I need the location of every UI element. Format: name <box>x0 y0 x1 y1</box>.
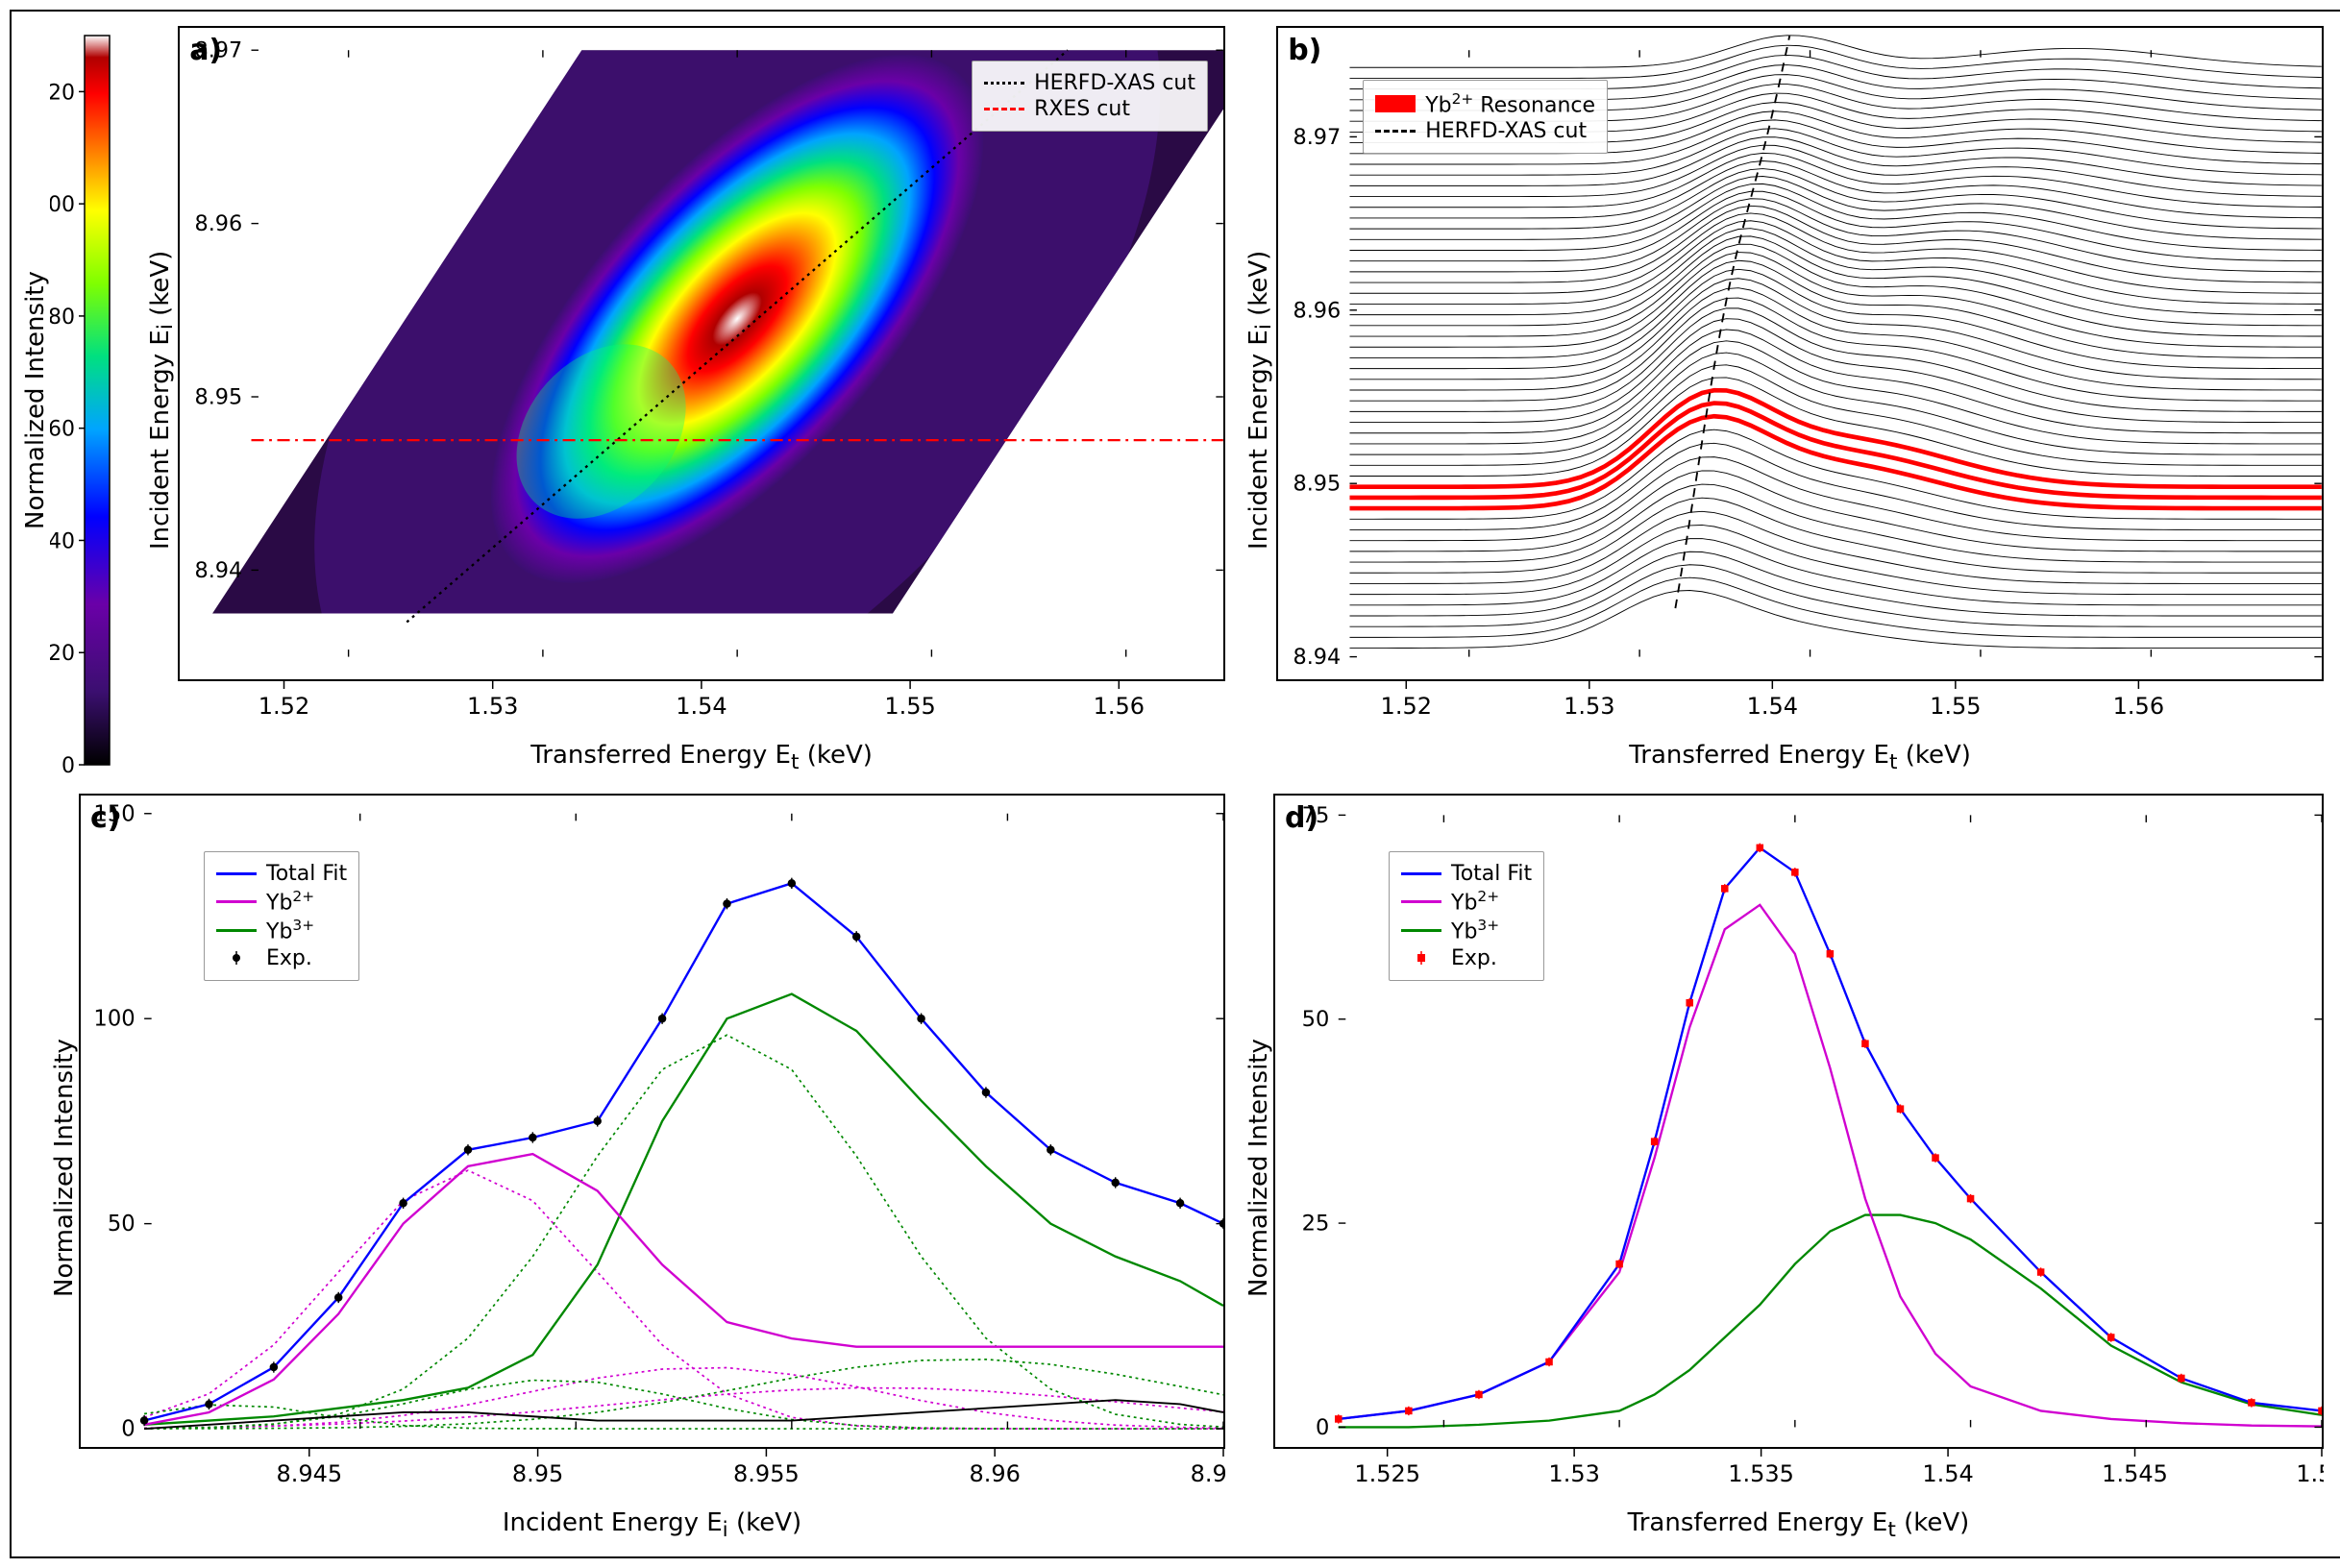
svg-text:8.97: 8.97 <box>1293 125 1342 150</box>
panel-c-ylabel: Normalized Intensity <box>50 794 79 1542</box>
svg-text:1.55: 1.55 <box>2296 1460 2324 1487</box>
svg-text:1.55: 1.55 <box>885 693 936 720</box>
panel-c-xlabel: Incident Energy Ei (keV) <box>79 1508 1225 1542</box>
svg-text:1.53: 1.53 <box>467 693 518 720</box>
svg-text:1.53: 1.53 <box>1548 1460 1599 1487</box>
svg-text:8.94: 8.94 <box>1293 645 1342 670</box>
panel-a: Incident Energy Ei (keV) a) 8.94 8.95 8.96… <box>146 26 1225 774</box>
svg-text:80: 80 <box>50 306 75 330</box>
panel-d-ylabel: Normalized Intensity <box>1244 794 1273 1542</box>
svg-text:50: 50 <box>1302 1007 1330 1032</box>
panel-d-legend: Total FitYb2+Yb3+Exp. <box>1389 851 1544 981</box>
panel-c-legend: Total FitYb2+Yb3+Exp. <box>204 851 359 981</box>
panel-c-xticks: 8.945 8.95 8.955 8.96 8.965 <box>79 1449 1225 1508</box>
svg-text:1.525: 1.525 <box>1354 1460 1420 1487</box>
panel-d-xlabel: Transferred Energy Et (keV) <box>1273 1508 2324 1542</box>
svg-text:120: 120 <box>50 81 75 105</box>
svg-text:1.53: 1.53 <box>1564 693 1614 720</box>
panel-c-tag: c) <box>90 801 121 835</box>
svg-text:40: 40 <box>50 529 75 553</box>
svg-text:50: 50 <box>108 1212 135 1237</box>
panel-b-tag: b) <box>1288 34 1321 67</box>
svg-text:8.95: 8.95 <box>1293 472 1342 497</box>
svg-text:8.95: 8.95 <box>512 1460 563 1487</box>
svg-text:8.965: 8.965 <box>1191 1460 1225 1487</box>
svg-text:25: 25 <box>1302 1212 1330 1237</box>
panel-a-ylabel: Incident Energy Ei (keV) <box>146 26 178 774</box>
panel-a-legend: HERFD-XAS cutRXES cut <box>972 61 1208 132</box>
svg-text:8.96: 8.96 <box>969 1460 1020 1487</box>
colorbar-svg: 0 20 40 60 80 100 120 <box>50 26 117 774</box>
panel-a-xlabel: Transferred Energy Et (keV) <box>178 741 1225 774</box>
svg-text:8.96: 8.96 <box>195 211 243 236</box>
panel-b: Incident Energy Ei (keV) b) 8.94 8.95 8.96… <box>1244 26 2324 774</box>
svg-text:8.95: 8.95 <box>195 384 243 409</box>
panel-a-xticks: 1.52 1.53 1.54 1.55 1.56 <box>178 681 1225 741</box>
svg-text:8.955: 8.955 <box>733 1460 800 1487</box>
panel-c: Normalized Intensity c) 050100150 Total … <box>21 794 1225 1542</box>
svg-text:60: 60 <box>50 418 75 442</box>
svg-text:20: 20 <box>50 642 75 666</box>
panel-d: Normalized Intensity d) 0255075 Total Fi… <box>1244 794 2324 1542</box>
panel-b-legend: Yb2+ ResonanceHERFD-XAS cut <box>1363 80 1608 154</box>
svg-text:1.55: 1.55 <box>1930 693 1981 720</box>
svg-text:1.54: 1.54 <box>676 693 727 720</box>
svg-text:8.94: 8.94 <box>195 558 243 583</box>
svg-text:100: 100 <box>50 193 75 217</box>
svg-text:8.945: 8.945 <box>276 1460 342 1487</box>
panel-b-xlabel: Transferred Energy Et (keV) <box>1276 741 2324 774</box>
svg-text:1.56: 1.56 <box>1094 693 1145 720</box>
svg-text:0: 0 <box>62 754 75 774</box>
svg-text:0: 0 <box>121 1417 135 1442</box>
figure-root: Normalized Intensity 0 20 40 60 80 100 120 Inc… <box>10 10 2340 1558</box>
panel-b-xticks: 1.52 1.53 1.54 1.55 1.56 <box>1276 681 2324 741</box>
svg-text:8.96: 8.96 <box>1293 298 1342 323</box>
panel-d-tag: d) <box>1285 801 1318 835</box>
svg-text:1.52: 1.52 <box>259 693 309 720</box>
svg-text:100: 100 <box>93 1007 135 1032</box>
svg-text:1.54: 1.54 <box>1747 693 1798 720</box>
svg-text:1.54: 1.54 <box>1922 1460 1973 1487</box>
panel-d-xticks: 1.525 1.53 1.535 1.54 1.545 1.55 <box>1273 1449 2324 1508</box>
svg-text:1.56: 1.56 <box>2113 693 2164 720</box>
colorbar: Normalized Intensity 0 20 40 60 80 100 120 <box>21 26 127 774</box>
panel-b-ylabel: Incident Energy Ei (keV) <box>1244 26 1276 774</box>
svg-text:1.535: 1.535 <box>1728 1460 1794 1487</box>
svg-text:1.52: 1.52 <box>1381 693 1432 720</box>
svg-text:1.545: 1.545 <box>2102 1460 2168 1487</box>
colorbar-label: Normalized Intensity <box>21 26 50 774</box>
panel-a-tag: a) <box>189 34 222 67</box>
svg-text:0: 0 <box>1316 1415 1329 1440</box>
